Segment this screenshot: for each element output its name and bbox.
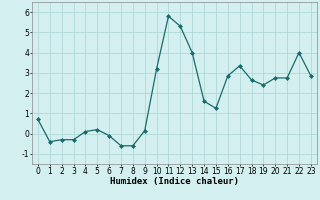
X-axis label: Humidex (Indice chaleur): Humidex (Indice chaleur) [110, 177, 239, 186]
